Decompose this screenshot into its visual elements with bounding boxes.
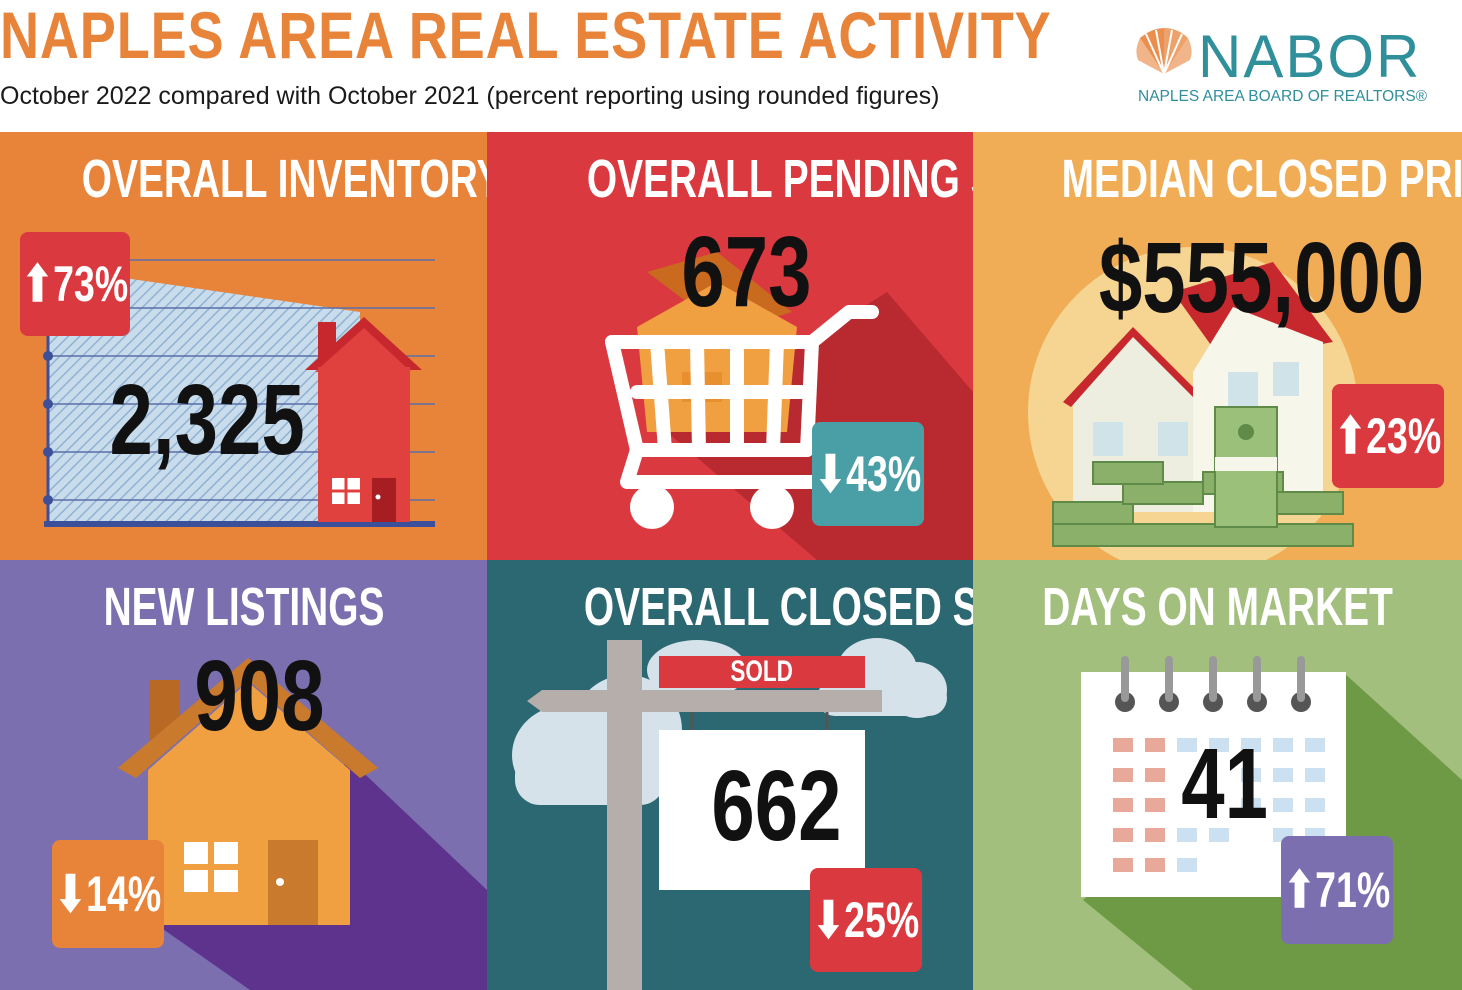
house-icon <box>118 658 378 925</box>
panel-title: OVERALL CLOSED SALES <box>583 577 973 637</box>
panel-days-on-market: DAYS ON MARKET 41 ⬆71% <box>973 560 1462 990</box>
logo-tagline: NAPLES AREA BOARD OF REALTORS® <box>1138 88 1428 105</box>
sold-label: SOLD <box>730 655 794 688</box>
sign-board <box>659 730 865 890</box>
metric-value: $555,000 <box>1098 222 1425 334</box>
metric-value: 673 <box>681 216 812 328</box>
change-badge: ⬆73% <box>20 232 130 336</box>
panel-title: DAYS ON MARKET <box>1042 577 1393 637</box>
panel-title: MEDIAN CLOSED PRICE <box>1061 149 1462 209</box>
panel-median-closed-price: MEDIAN CLOSED PRICE $555,000 ⬆23% <box>973 132 1462 560</box>
panel-title: OVERALL INVENTORY <box>81 149 487 209</box>
nabor-logo: NABOR NAPLES AREA BOARD OF REALTORS® <box>1134 24 1454 114</box>
panel-overall-closed-sales: OVERALL CLOSED SALES SOLD 662 ⬇25% <box>487 560 973 990</box>
change-badge: ⬆71% <box>1281 836 1393 944</box>
house-icon <box>305 317 422 522</box>
page-subtitle: October 2022 compared with October 2021 … <box>0 82 940 110</box>
metric-value: 662 <box>711 750 842 862</box>
page-title: NAPLES AREA REAL ESTATE ACTIVITY <box>0 0 1052 72</box>
change-badge: ⬆23% <box>1332 384 1444 488</box>
house-with-money-icon <box>1052 262 1354 547</box>
metric-value: 908 <box>194 640 325 752</box>
shell-icon <box>1136 28 1192 75</box>
panel-overall-inventory: OVERALL INVENTORY 2,325 ⬆73% <box>0 132 487 560</box>
panel-title: NEW LISTINGS <box>103 577 384 637</box>
panel-title: OVERALL PENDING SALES <box>586 149 973 209</box>
change-badge: ⬇25% <box>810 868 922 972</box>
calendar-icon <box>1081 656 1346 897</box>
sign-post-icon <box>527 640 882 990</box>
change-badge: ⬇14% <box>52 840 164 948</box>
logo-name: NABOR <box>1198 23 1422 90</box>
change-badge: ⬇43% <box>812 422 924 526</box>
panel-new-listings: NEW LISTINGS 908 ⬇14% <box>0 560 487 990</box>
metric-value: 2,325 <box>109 364 305 476</box>
sold-sign <box>659 656 865 688</box>
panel-overall-pending-sales: OVERALL PENDING SALES 673 ⬇43% <box>487 132 973 560</box>
shopping-cart-icon <box>605 305 879 489</box>
metric-value: 41 <box>1181 728 1268 840</box>
